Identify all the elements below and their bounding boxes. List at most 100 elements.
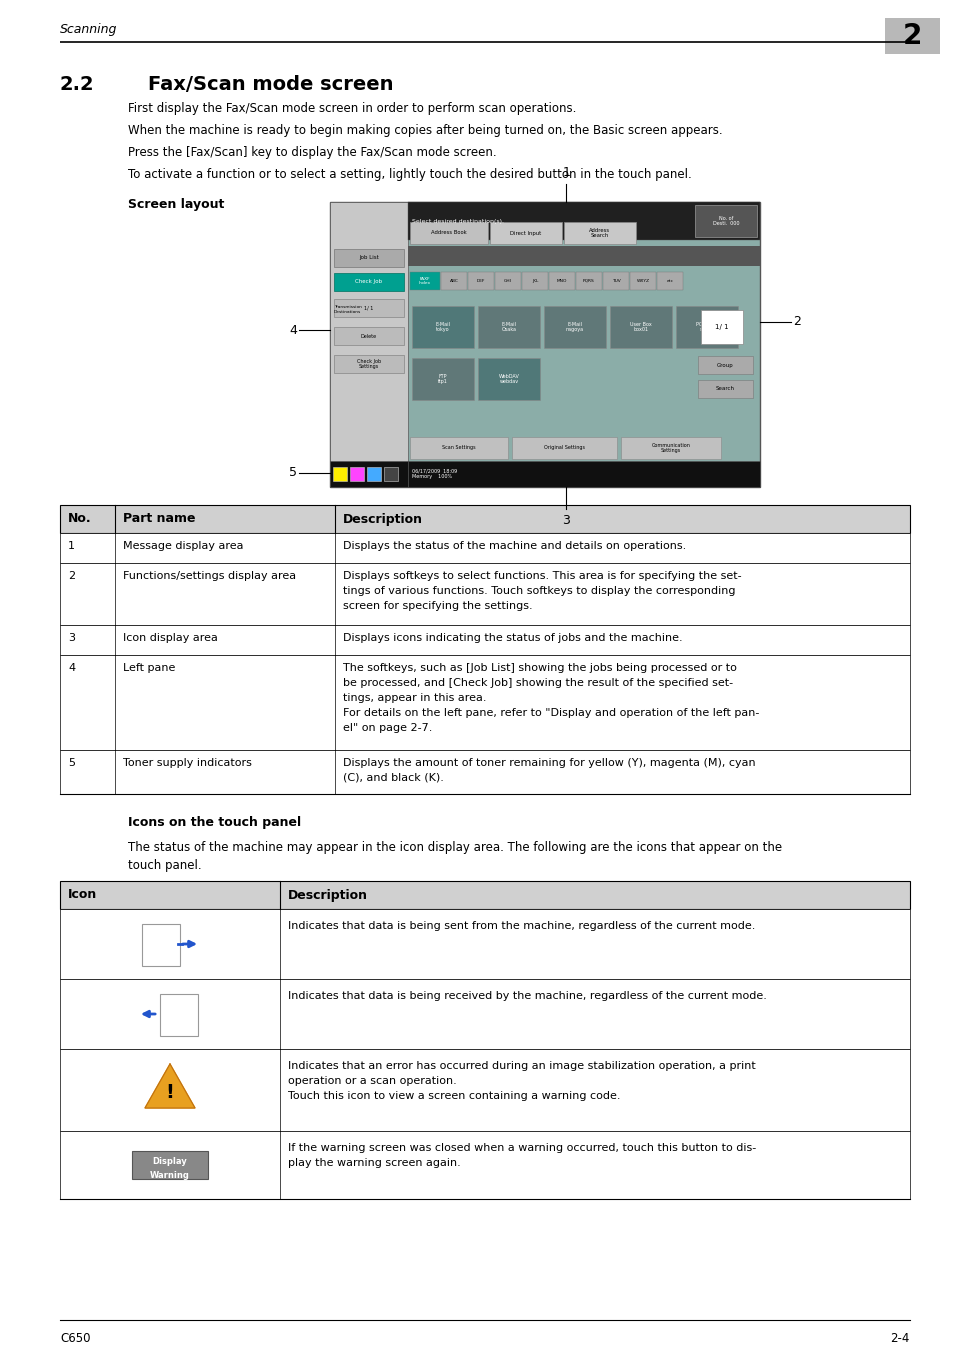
Bar xyxy=(334,273,403,292)
Bar xyxy=(132,1152,208,1179)
Bar xyxy=(468,271,494,290)
Bar xyxy=(495,271,520,290)
Bar xyxy=(333,467,347,481)
Text: tings of various functions. Touch softkeys to display the corresponding: tings of various functions. Touch softke… xyxy=(343,586,735,595)
Text: Check Job
Settings: Check Job Settings xyxy=(356,359,380,370)
Text: 1/ 1: 1/ 1 xyxy=(364,305,374,310)
Text: Left pane: Left pane xyxy=(123,663,175,674)
Text: 3: 3 xyxy=(68,633,75,643)
Text: Icon display area: Icon display area xyxy=(123,633,217,643)
Text: For details on the left pane, refer to "Display and operation of the left pan-: For details on the left pane, refer to "… xyxy=(343,707,759,718)
Text: 2.2: 2.2 xyxy=(60,76,94,95)
Text: Communication
Settings: Communication Settings xyxy=(651,443,690,454)
Bar xyxy=(334,355,403,373)
Bar xyxy=(60,505,909,533)
Text: When the machine is ready to begin making copies after being turned on, the Basi: When the machine is ready to begin makin… xyxy=(128,124,721,136)
Text: !: ! xyxy=(166,1083,174,1102)
Bar xyxy=(384,467,397,481)
Text: el" on page 2-7.: el" on page 2-7. xyxy=(343,724,432,733)
Bar xyxy=(563,221,636,244)
Text: Displays icons indicating the status of jobs and the machine.: Displays icons indicating the status of … xyxy=(343,633,682,643)
Text: Address Book: Address Book xyxy=(431,231,466,235)
Bar xyxy=(602,271,628,290)
Text: 06/17/2009  18:09
Memory    100%: 06/17/2009 18:09 Memory 100% xyxy=(412,468,456,479)
Text: Part name: Part name xyxy=(123,513,195,525)
Text: E-Mail
nagoya: E-Mail nagoya xyxy=(565,321,583,332)
Text: screen for specifying the settings.: screen for specifying the settings. xyxy=(343,601,532,612)
Bar xyxy=(477,358,539,400)
Bar xyxy=(884,18,939,54)
Bar xyxy=(60,909,909,979)
Text: JKL: JKL xyxy=(531,279,537,284)
Text: 4: 4 xyxy=(289,324,296,336)
Bar xyxy=(410,271,439,290)
Bar xyxy=(410,221,488,244)
Text: ABC: ABC xyxy=(449,279,458,284)
Text: Message display area: Message display area xyxy=(123,541,243,551)
Bar xyxy=(408,202,760,240)
Bar xyxy=(548,271,575,290)
Bar xyxy=(60,563,909,625)
Text: Fax/Scan mode screen: Fax/Scan mode screen xyxy=(148,76,393,95)
Text: Original Settings: Original Settings xyxy=(543,446,584,451)
Bar xyxy=(440,271,467,290)
Text: 4: 4 xyxy=(68,663,75,674)
Text: Screen layout: Screen layout xyxy=(128,198,224,211)
Bar xyxy=(412,306,474,348)
Bar xyxy=(330,202,760,487)
Text: Toner supply indicators: Toner supply indicators xyxy=(123,757,252,768)
Text: 5: 5 xyxy=(68,757,75,768)
Text: Warning: Warning xyxy=(150,1170,190,1180)
Bar xyxy=(367,467,380,481)
Text: Description: Description xyxy=(288,888,368,902)
Bar xyxy=(620,437,720,459)
Bar xyxy=(512,437,617,459)
Bar xyxy=(350,467,364,481)
Text: Touch this icon to view a screen containing a warning code.: Touch this icon to view a screen contain… xyxy=(288,1091,619,1102)
Bar xyxy=(330,202,408,487)
Bar xyxy=(60,979,909,1049)
Text: The status of the machine may appear in the icon display area. The following are: The status of the machine may appear in … xyxy=(128,841,781,855)
Text: tings, appear in this area.: tings, appear in this area. xyxy=(343,693,486,703)
Bar xyxy=(142,923,180,967)
Text: 2: 2 xyxy=(792,315,800,328)
Text: First display the Fax/Scan mode screen in order to perform scan operations.: First display the Fax/Scan mode screen i… xyxy=(128,103,576,115)
Bar xyxy=(334,248,403,267)
Text: PQRS: PQRS xyxy=(582,279,595,284)
Text: be processed, and [Check Job] showing the result of the specified set-: be processed, and [Check Job] showing th… xyxy=(343,678,732,688)
Text: E-Mail
Osaka: E-Mail Osaka xyxy=(501,321,516,332)
Text: To activate a function or to select a setting, lightly touch the desired button : To activate a function or to select a se… xyxy=(128,167,691,181)
Bar xyxy=(698,379,752,398)
Text: No.: No. xyxy=(68,513,91,525)
Text: play the warning screen again.: play the warning screen again. xyxy=(288,1158,460,1168)
Bar xyxy=(60,533,909,563)
Text: Transmission
Destinations: Transmission Destinations xyxy=(334,305,361,313)
Bar xyxy=(408,246,760,266)
Bar xyxy=(543,306,605,348)
Text: Indicates that data is being received by the machine, regardless of the current : Indicates that data is being received by… xyxy=(288,991,766,1000)
Bar xyxy=(609,306,671,348)
Text: 3: 3 xyxy=(562,514,570,526)
Text: touch panel.: touch panel. xyxy=(128,859,201,872)
Text: Direct Input: Direct Input xyxy=(510,231,541,235)
Text: 2-4: 2-4 xyxy=(890,1332,909,1345)
Text: MNO: MNO xyxy=(557,279,567,284)
Bar xyxy=(698,356,752,374)
Bar xyxy=(410,437,507,459)
Bar xyxy=(695,205,757,238)
Text: The softkeys, such as [Job List] showing the jobs being processed or to: The softkeys, such as [Job List] showing… xyxy=(343,663,736,674)
Text: Indicates that data is being sent from the machine, regardless of the current mo: Indicates that data is being sent from t… xyxy=(288,921,755,931)
Text: Indicates that an error has occurred during an image stabilization operation, a : Indicates that an error has occurred dur… xyxy=(288,1061,755,1071)
Text: Scanning: Scanning xyxy=(60,23,117,36)
Bar xyxy=(60,1049,909,1131)
Text: etc: etc xyxy=(666,279,673,284)
Text: 5: 5 xyxy=(289,467,296,479)
Bar xyxy=(521,271,547,290)
Text: Select desired destination(s).: Select desired destination(s). xyxy=(412,219,503,224)
Text: Display: Display xyxy=(152,1157,187,1166)
Text: E-Mail
tokyo: E-Mail tokyo xyxy=(436,321,450,332)
Bar xyxy=(490,221,561,244)
Text: Scan Settings: Scan Settings xyxy=(442,446,476,451)
Text: No. of
Desti.  000: No. of Desti. 000 xyxy=(712,216,739,227)
Text: Displays the status of the machine and details on operations.: Displays the status of the machine and d… xyxy=(343,541,685,551)
